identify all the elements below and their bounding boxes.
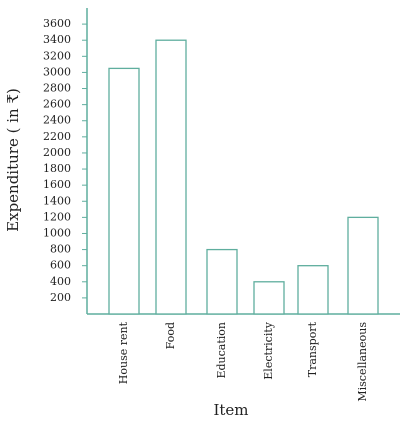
bar	[108, 67, 140, 315]
y-tick-label: 2000	[43, 146, 71, 159]
y-tick-label: 3000	[43, 65, 71, 78]
y-tick-label: 2600	[43, 98, 71, 111]
x-tick-label: Education	[215, 322, 228, 379]
y-tick-label: 2800	[43, 82, 71, 95]
y-tick-label: 800	[50, 243, 71, 256]
x-tick-label: House rent	[117, 321, 130, 384]
x-tick-label: Miscellaneous	[356, 322, 369, 402]
bar	[253, 281, 285, 315]
x-axis-label: Item	[213, 401, 248, 419]
y-tick-label: 2200	[43, 130, 71, 143]
y-tick-label: 1400	[43, 194, 71, 207]
y-tick-label: 3400	[43, 33, 71, 46]
y-tick-label: 200	[50, 291, 71, 304]
y-tick-label: 1000	[43, 226, 71, 239]
y-tick-label: 1600	[43, 178, 71, 191]
x-tick-label: Food	[164, 322, 177, 349]
y-tick-label: 600	[50, 259, 71, 272]
y-tick-label: 2400	[43, 114, 71, 127]
y-tick-label: 3200	[43, 49, 71, 62]
x-tick-label: Transport	[306, 321, 319, 377]
bar	[297, 265, 329, 315]
bar	[206, 248, 238, 315]
y-tick-label: 1800	[43, 162, 71, 175]
bar	[155, 39, 187, 315]
y-tick-label: 3600	[43, 17, 71, 30]
y-tick-label: 400	[50, 275, 71, 288]
y-tick-label: 1200	[43, 210, 71, 223]
x-tick-label: Electricity	[262, 321, 275, 380]
y-axis-label: Expenditure ( in ₹)	[4, 88, 22, 232]
bar	[347, 216, 379, 315]
